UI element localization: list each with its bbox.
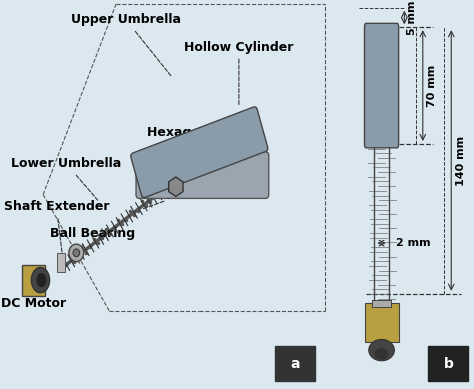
Text: Threaded Rod: Threaded Rod: [142, 184, 242, 209]
Text: Upper Umbrella: Upper Umbrella: [71, 13, 181, 75]
Text: Lower Umbrella: Lower Umbrella: [11, 157, 121, 200]
Text: a: a: [291, 357, 300, 371]
Ellipse shape: [73, 249, 80, 257]
Bar: [275, 346, 315, 381]
FancyBboxPatch shape: [136, 152, 269, 198]
Text: DC Motor: DC Motor: [0, 283, 66, 310]
Ellipse shape: [369, 339, 394, 361]
Text: b: b: [444, 357, 453, 371]
Text: Ball Bearing: Ball Bearing: [50, 227, 136, 251]
Bar: [372, 300, 391, 307]
Text: 2 mm: 2 mm: [396, 238, 430, 248]
Bar: [57, 253, 65, 272]
Ellipse shape: [374, 348, 389, 360]
Ellipse shape: [69, 244, 84, 262]
Text: Shaft Extender: Shaft Extender: [4, 200, 109, 258]
Text: 5 mm: 5 mm: [407, 0, 417, 35]
Bar: [428, 346, 468, 381]
Bar: [374, 144, 389, 303]
Bar: [365, 303, 399, 342]
FancyBboxPatch shape: [131, 107, 268, 198]
Text: 70 mm: 70 mm: [427, 65, 437, 107]
FancyBboxPatch shape: [365, 23, 399, 148]
Text: 140 mm: 140 mm: [456, 135, 465, 186]
Text: Hollow Cylinder: Hollow Cylinder: [184, 40, 293, 106]
Bar: [21, 265, 45, 296]
Polygon shape: [169, 177, 183, 196]
Text: Hexagonal Nut: Hexagonal Nut: [147, 126, 251, 184]
Ellipse shape: [31, 268, 50, 293]
Ellipse shape: [37, 273, 46, 287]
